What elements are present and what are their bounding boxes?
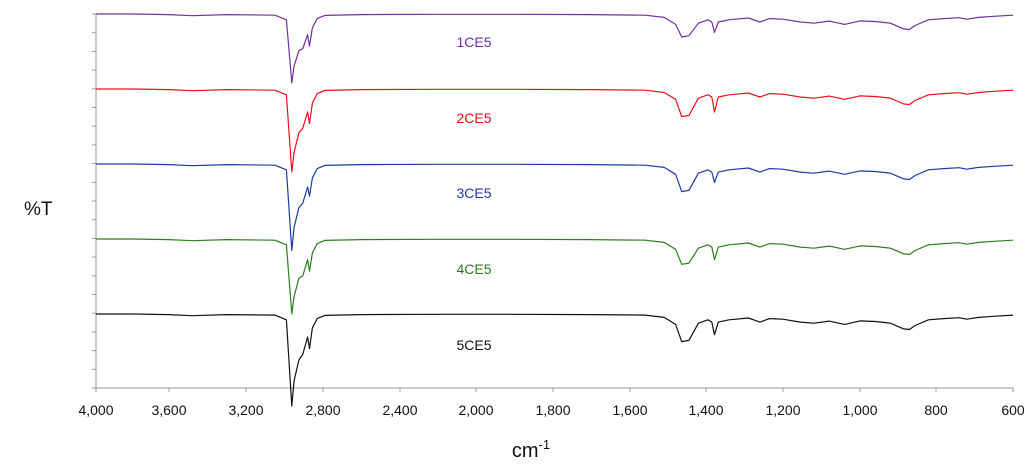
series-labels: 1CE5 2CE5 3CE5 4CE5 5CE5: [456, 34, 491, 353]
series-label-4ce5: 4CE5: [456, 261, 491, 277]
x-tick-label: 3,600: [151, 402, 186, 418]
x-tick-label: 4,000: [78, 402, 113, 418]
x-tick-label: 1,600: [612, 402, 647, 418]
x-axis-label: cm-1: [512, 437, 550, 462]
x-tick-label: 2,400: [382, 402, 417, 418]
y-axis-label: %T: [24, 199, 53, 220]
x-axis-label-unit: cm: [512, 440, 539, 462]
x-tick-label: 1,400: [688, 402, 723, 418]
x-axis-label-superscript: -1: [539, 437, 551, 452]
x-tick-label: 1,200: [765, 402, 800, 418]
series-label-5ce5: 5CE5: [456, 337, 491, 353]
x-axis-ticks: 4,000 3,600 3,200 2,800 2,400 2,000 1,800 1,600…: [78, 388, 1025, 418]
spectrum-line-5ce5: [96, 313, 1014, 407]
series-label-3ce5: 3CE5: [456, 185, 491, 201]
spectrum-line-1ce5: [96, 13, 1014, 84]
spectrum-line-4ce5: [96, 238, 1014, 315]
x-tick-label: 1,000: [842, 402, 877, 418]
x-tick-label: 2,000: [458, 402, 493, 418]
x-tick-label: 2,800: [305, 402, 340, 418]
spectra-traces: [96, 13, 1014, 407]
axes: [92, 13, 1013, 389]
x-tick-label: 3,200: [228, 402, 263, 418]
x-tick-label: 1,800: [535, 402, 570, 418]
spectrum-line-2ce5: [96, 88, 1014, 173]
x-tick-label: 600: [1001, 402, 1025, 418]
series-label-1ce5: 1CE5: [456, 34, 491, 50]
spectrum-line-3ce5: [96, 163, 1014, 251]
x-tick-label: 800: [924, 402, 948, 418]
series-label-2ce5: 2CE5: [456, 110, 491, 126]
